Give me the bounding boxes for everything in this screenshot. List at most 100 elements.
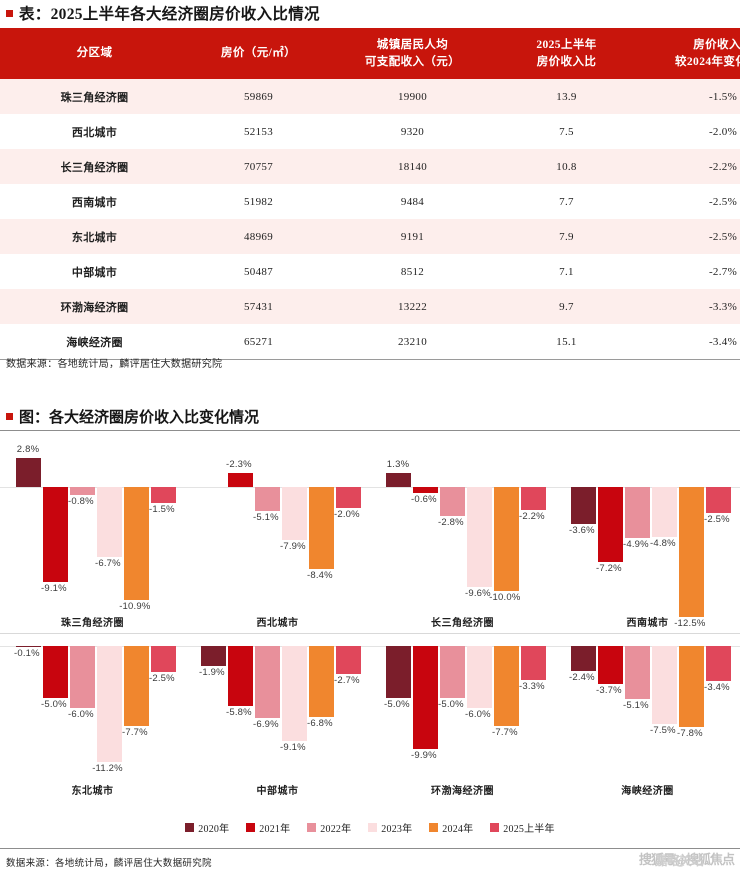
legend-item[interactable]: 2021年: [246, 820, 290, 835]
bar: [200, 646, 226, 666]
bar-value-label: -2.5%: [149, 673, 175, 684]
bar-value-label: -2.3%: [226, 459, 252, 471]
bar-value-label: -9.1%: [280, 741, 306, 753]
bar: [42, 646, 68, 698]
bar-value-label: -12.5%: [674, 618, 706, 629]
legend-item[interactable]: 2020年: [185, 820, 229, 835]
cell-change: -3.4%: [636, 324, 740, 361]
watermark: 搜狐号@搜狐焦点 嘉略关站: [639, 849, 735, 868]
bar-value-label: -7.7%: [122, 727, 148, 739]
bar-value-label: -9.1%: [41, 582, 67, 594]
table-row: 海峡经济圈 65271 23210 15.1 -3.4%: [0, 324, 740, 361]
bar-group: -5.0% -9.9% -5.0% -6.0% -7.7% -3.3% 环渤海经济圈: [370, 634, 555, 830]
cell-region: 珠三角经济圈: [0, 79, 189, 115]
cell-region: 中部城市: [0, 254, 189, 290]
cell-price: 65271: [189, 324, 328, 361]
bar-value-label: 1.3%: [386, 459, 410, 471]
bar: [466, 646, 492, 709]
bar: [520, 646, 546, 681]
bar-value-label: -5.0%: [438, 699, 464, 710]
legend-item[interactable]: 2023年: [368, 820, 412, 835]
cell-region: 西南城市: [0, 184, 189, 220]
cell-price: 57431: [189, 289, 328, 325]
bar-value-label: -10.9%: [119, 601, 151, 613]
bar-value-label: -2.0%: [334, 508, 360, 520]
bar-value-label: -5.1%: [253, 511, 279, 523]
legend-item[interactable]: 2025上半年: [490, 820, 555, 835]
bar-value-label: -5.0%: [41, 699, 67, 710]
group-axis-label: 中部城市: [256, 786, 299, 797]
bar-value-label: -7.5%: [650, 725, 676, 736]
bar-value-label: -0.8%: [68, 496, 94, 508]
bar: [439, 487, 465, 517]
cell-ratio: 13.9: [497, 79, 636, 115]
table-head: 分区域 房价（元/㎡） 城镇居民人均 可支配收入（元） 2025上半年 房价收入比 房价收入…: [0, 28, 740, 80]
house-price-income-table: 分区域 房价（元/㎡） 城镇居民人均 可支配收入（元） 2025上半年 房价收入比 房价收入…: [0, 28, 740, 361]
table-header-cell-3: 2025上半年 房价收入比: [497, 28, 636, 80]
cell-change: -2.5%: [636, 184, 740, 220]
table-row: 西北城市 52153 9320 7.5 -2.0%: [0, 114, 740, 150]
table-header-row: 分区域 房价（元/㎡） 城镇居民人均 可支配收入（元） 2025上半年 房价收入比 房价收入…: [0, 28, 740, 80]
table-header-cell-4: 房价收入比较2024年变化幅度: [636, 28, 740, 80]
zero-axis-line-top: [0, 487, 740, 488]
bar: [439, 646, 465, 698]
bar-value-label: -8.4%: [307, 570, 333, 582]
cell-region: 西北城市: [0, 114, 189, 150]
bar-value-label: -7.8%: [677, 728, 703, 740]
bar-value-label: -2.2%: [519, 510, 545, 522]
legend-label: 2024年: [442, 824, 474, 835]
bar: [385, 473, 411, 487]
legend-label: 2021年: [259, 824, 291, 835]
bar: [150, 487, 176, 503]
bar-value-label: -6.8%: [307, 717, 333, 729]
bar-value-label: -6.9%: [253, 718, 279, 730]
bar: [227, 646, 253, 707]
legend-swatch-icon: [490, 823, 500, 832]
chart-title-text: 图：各大经济圈房价收入比变化情况: [19, 410, 260, 426]
cell-income: 9484: [328, 184, 497, 220]
bar: [96, 646, 122, 763]
legend-swatch-icon: [185, 823, 195, 832]
cell-income: 18140: [328, 149, 497, 185]
chart-top-rule: [0, 430, 740, 431]
group-axis-label: 西北城市: [256, 618, 299, 629]
bar-group: -0.1% -5.0% -6.0% -11.2% -7.7% -2.5% 东北城市: [0, 634, 185, 830]
zero-axis-line-bottom: [0, 646, 740, 647]
table-header-cell-2: 城镇居民人均 可支配收入（元）: [328, 28, 497, 80]
cell-income: 23210: [328, 324, 497, 361]
bullet-square-icon: [6, 10, 13, 17]
bar-value-label: -11.2%: [92, 763, 123, 775]
group-axis-label: 珠三角经济圈: [61, 618, 124, 629]
bar: [651, 646, 677, 724]
legend-swatch-icon: [246, 823, 256, 832]
cell-change: -1.5%: [636, 79, 740, 115]
table-title-text: 表：2025上半年各大经济圈房价收入比情况: [19, 6, 320, 23]
bar: [570, 646, 596, 671]
bar: [705, 487, 731, 513]
bar-value-label: -6.7%: [95, 557, 121, 569]
bar: [123, 487, 149, 601]
cell-region: 长三角经济圈: [0, 149, 189, 185]
bar-value-label: -4.8%: [650, 537, 676, 549]
legend-swatch-icon: [307, 823, 317, 832]
bar: [96, 487, 122, 557]
table-body: 珠三角经济圈 59869 19900 13.9 -1.5% 西北城市 52153 9320 7.…: [0, 79, 740, 361]
bar-value-label: -5.0%: [384, 699, 410, 710]
bar-value-label: -10.0%: [489, 592, 521, 603]
cell-region: 海峡经济圈: [0, 324, 189, 361]
legend-item[interactable]: 2022年: [307, 820, 351, 835]
bar-value-label: -1.9%: [199, 666, 225, 678]
bar-group: -1.9% -5.8% -6.9% -9.1% -6.8% -2.7% 中部城市: [185, 634, 370, 830]
cell-ratio: 7.5: [497, 114, 636, 150]
cell-ratio: 10.8: [497, 149, 636, 185]
bar: [335, 646, 361, 675]
table-row: 环渤海经济圈 57431 13222 9.7 -3.3%: [0, 289, 740, 325]
bar-value-label: -9.9%: [411, 749, 437, 761]
legend-label: 2022年: [320, 824, 352, 835]
legend-item[interactable]: 2024年: [429, 820, 473, 835]
bar-value-label: -5.8%: [226, 707, 252, 719]
bar-group: 2.8% -9.1% -0.8% -6.7% -10.9% -1.5% 珠三角经济圈: [0, 432, 185, 629]
bar-value-label: -5.1%: [623, 700, 649, 712]
table-header-cell-1: 房价（元/㎡）: [189, 28, 328, 80]
